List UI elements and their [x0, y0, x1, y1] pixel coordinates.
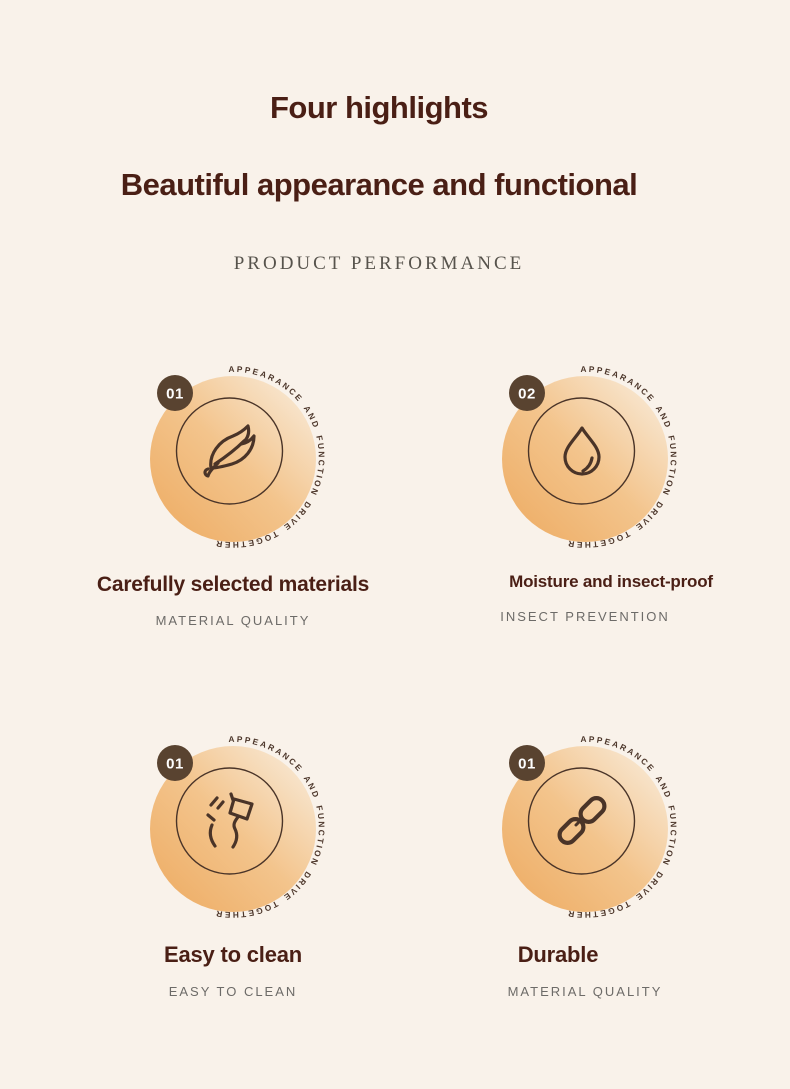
- feature-caption: EASY TO CLEAN: [168, 984, 298, 1000]
- svg-text:01: 01: [166, 756, 184, 773]
- page-subtitle: Beautiful appearance and functional: [120, 167, 638, 202]
- feature-caption: MATERIAL QUALITY: [155, 613, 311, 629]
- page-title: Four highlights: [269, 90, 489, 125]
- icon-ring: [175, 767, 284, 875]
- svg-text:01: 01: [518, 756, 536, 773]
- cleaning-brush-icon: [206, 792, 254, 849]
- gradient-circle: [502, 376, 668, 542]
- svg-text:01: 01: [166, 386, 184, 403]
- water-drop-icon: [563, 426, 601, 476]
- feature-title: Durable: [517, 942, 599, 967]
- icon-ring: [175, 397, 284, 505]
- feature-card-durable: APPEARANCE AND FUNCTION DRIVE TOGETHER 0…: [410, 729, 760, 999]
- feature-badge: APPEARANCE AND FUNCTION DRIVE TOGETHER 0…: [502, 734, 677, 920]
- feature-caption: MATERIAL QUALITY: [507, 984, 663, 1000]
- feather-icon: [203, 424, 256, 478]
- feature-badge: APPEARANCE AND FUNCTION DRIVE TOGETHER 0…: [150, 364, 325, 550]
- section-eyebrow: PRODUCT PERFORMANCE: [233, 253, 525, 274]
- icon-ring: [527, 397, 636, 505]
- number-badge: 01: [509, 745, 545, 781]
- icon-ring: [527, 767, 636, 875]
- feature-title: Moisture and insect-proof: [509, 572, 713, 591]
- feature-badge: APPEARANCE AND FUNCTION DRIVE TOGETHER 0…: [502, 364, 677, 550]
- number-badge: 02: [509, 375, 545, 411]
- feature-card-clean: APPEARANCE AND FUNCTION DRIVE TOGETHER 0…: [58, 729, 408, 999]
- feature-card-moisture: APPEARANCE AND FUNCTION DRIVE TOGETHER 0…: [410, 359, 760, 624]
- svg-text:02: 02: [518, 386, 536, 403]
- number-badge: 01: [157, 745, 193, 781]
- feature-title: Carefully selected materials: [96, 573, 370, 596]
- gradient-circle: [150, 746, 316, 912]
- feature-badge: APPEARANCE AND FUNCTION DRIVE TOGETHER 0…: [150, 734, 325, 920]
- number-badge: 01: [157, 375, 193, 411]
- feature-card-materials: APPEARANCE AND FUNCTION DRIVE TOGETHER 0…: [58, 359, 408, 628]
- feature-caption: INSECT PREVENTION: [500, 608, 670, 624]
- feature-title: Easy to clean: [163, 942, 303, 967]
- gradient-circle: [150, 376, 316, 542]
- chain-link-icon: [557, 796, 607, 845]
